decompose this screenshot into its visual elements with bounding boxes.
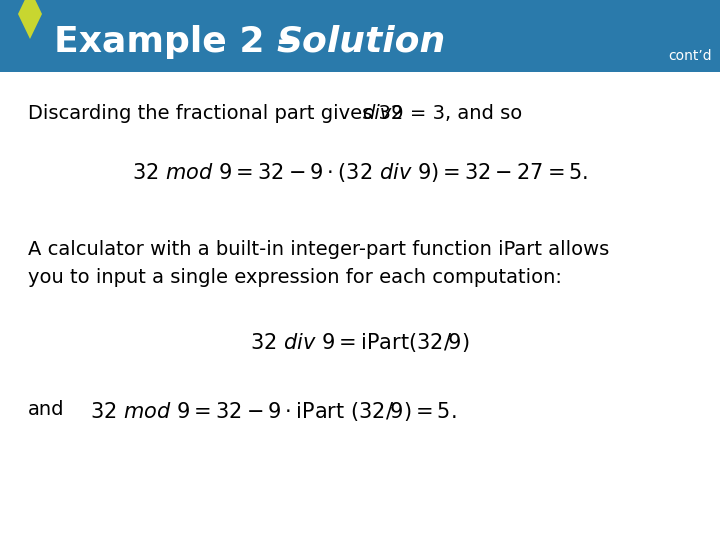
- Polygon shape: [18, 0, 42, 39]
- Text: Solution: Solution: [276, 25, 445, 59]
- Text: 9 = 3, and so: 9 = 3, and so: [385, 104, 522, 123]
- Text: A calculator with a built-in integer-part function iPart allows: A calculator with a built-in integer-par…: [28, 240, 609, 259]
- Polygon shape: [10, 0, 50, 50]
- Text: and: and: [28, 400, 65, 419]
- Text: div: div: [362, 104, 391, 123]
- Text: Discarding the fractional part gives 32: Discarding the fractional part gives 32: [28, 104, 410, 123]
- Text: cont’d: cont’d: [668, 49, 712, 63]
- Text: $32\ \mathit{mod}\ 9 = 32 - 9 \cdot \mathrm{iPart}\ (32/9) = 5.$: $32\ \mathit{mod}\ 9 = 32 - 9 \cdot \mat…: [90, 400, 456, 423]
- Text: $32\ \mathit{div}\ 9 = \mathrm{iPart}(32/9)$: $32\ \mathit{div}\ 9 = \mathrm{iPart}(32…: [251, 330, 469, 354]
- Text: $32\ \mathit{mod}\ 9 = 32 - 9 \cdot (32\ \mathit{div}\ 9) = 32 - 27 = 5.$: $32\ \mathit{mod}\ 9 = 32 - 9 \cdot (32\…: [132, 160, 588, 184]
- Text: Example 2 –: Example 2 –: [54, 25, 308, 59]
- FancyBboxPatch shape: [0, 0, 720, 72]
- Text: you to input a single expression for each computation:: you to input a single expression for eac…: [28, 268, 562, 287]
